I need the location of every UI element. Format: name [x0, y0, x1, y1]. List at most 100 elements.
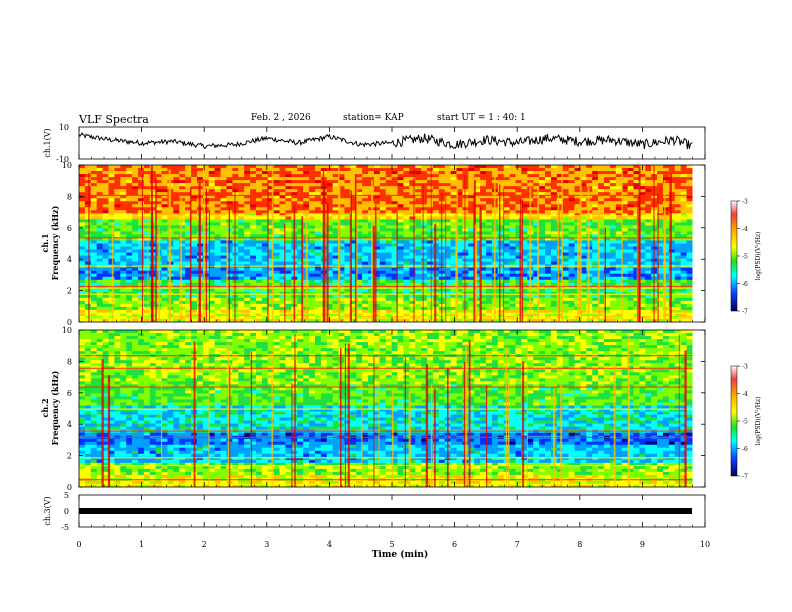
spectrogram-cell — [639, 219, 646, 223]
spectrogram-cell — [114, 246, 121, 250]
spectrogram-cell — [592, 291, 599, 296]
spectrogram-cell — [486, 192, 493, 196]
spectrogram-cell — [533, 180, 540, 184]
spectrogram-cell — [208, 294, 215, 299]
spectrogram-cell — [379, 207, 387, 211]
spectrogram-cell — [450, 309, 457, 314]
spectrogram-cell — [373, 252, 381, 256]
spectrogram-cell — [497, 249, 505, 253]
spectrogram-cell — [580, 291, 587, 296]
spectrogram-cell — [427, 309, 434, 314]
spectrogram-cell — [609, 195, 617, 199]
spectrogram-cell — [90, 228, 97, 232]
spectrogram-cell — [314, 285, 322, 290]
spectrogram-cell — [90, 183, 97, 187]
spectrogram-cell — [161, 231, 168, 235]
spectrogram-cell — [474, 180, 481, 184]
spectrogram-cell — [309, 195, 316, 199]
spectrogram-cell — [303, 204, 310, 208]
spectrogram-cell — [539, 300, 546, 305]
spectrogram-cell — [497, 285, 505, 290]
spectrogram-cell — [309, 186, 316, 190]
spectrogram-cell — [592, 204, 599, 208]
spectrogram-cell — [143, 195, 151, 199]
spectrogram-cell — [173, 177, 180, 181]
spectrogram-cell — [285, 201, 292, 205]
spectrogram-cell — [391, 255, 398, 259]
spectrogram-cell — [143, 243, 151, 247]
spectrogram-cell — [161, 291, 168, 296]
spectrogram-cell — [102, 174, 109, 178]
spectrogram-cell — [480, 255, 487, 259]
spectrogram-cell — [114, 231, 121, 235]
spectrogram-cell — [509, 210, 516, 214]
spectrogram-cell — [615, 177, 622, 181]
spectrogram-cell — [427, 318, 434, 323]
spectrogram-cell — [480, 192, 487, 196]
spectrogram-cell — [132, 222, 139, 226]
spectrogram-cell — [497, 174, 505, 178]
spectrogram-cell — [79, 246, 86, 250]
spectrogram-cell — [267, 249, 274, 253]
spectrogram-cell — [397, 207, 404, 211]
spectrogram-cell — [96, 222, 103, 226]
spectrogram-cell — [238, 306, 245, 311]
spectrogram-cell — [332, 279, 339, 284]
spectrogram-cell — [244, 216, 251, 220]
spectrogram-cell — [297, 312, 304, 317]
spectrogram-cell — [609, 192, 617, 196]
spectrogram-cell — [279, 267, 286, 271]
spectrogram-cell — [385, 228, 392, 232]
spectrogram-cell — [84, 312, 92, 317]
spectrogram-cell — [114, 165, 121, 169]
spectrogram-cell — [179, 213, 186, 217]
spectrogram-cell — [297, 261, 304, 265]
spectrogram-cell — [185, 210, 192, 214]
spectrogram-cell — [79, 180, 86, 184]
spectrogram-cell — [421, 267, 428, 271]
spectrogram-cell — [273, 261, 280, 265]
spectrogram-cell — [338, 249, 345, 253]
spectrogram-cell — [604, 174, 611, 178]
spectrogram-cell — [273, 231, 280, 235]
spectrogram-cell — [609, 306, 617, 311]
spectrogram-cell — [173, 294, 180, 299]
spectrogram-cell — [604, 198, 611, 202]
spectrogram-cell — [556, 222, 564, 226]
spectrogram-cell — [143, 222, 151, 226]
spectrogram-cell — [409, 195, 416, 199]
spectrogram-cell — [427, 240, 434, 244]
spectrogram-cell — [297, 309, 304, 314]
spectrogram-cell — [84, 195, 92, 199]
spectrogram-cell — [627, 282, 634, 287]
spectrogram-cell — [267, 297, 274, 302]
spectrogram-cell — [515, 249, 522, 253]
spectrogram-cell — [550, 192, 558, 196]
spectrogram-cell — [338, 261, 345, 265]
spectrogram-cell — [332, 300, 339, 305]
spectrogram-cell — [615, 309, 622, 314]
spectrogram-cell — [202, 180, 210, 184]
spectrogram-cell — [126, 174, 133, 178]
spectrogram-cell — [202, 168, 210, 172]
spectrogram-cell — [208, 240, 215, 244]
spectrogram-cell — [338, 213, 345, 217]
spectrogram-cell — [344, 204, 351, 208]
spectrogram-cell — [639, 267, 646, 271]
spectrogram-cell — [344, 210, 351, 214]
spectrogram-cell — [480, 177, 487, 181]
spectrogram-cell — [604, 252, 611, 256]
spectrogram-cell — [267, 201, 274, 205]
spectrogram-cell — [220, 195, 227, 199]
spectrogram-cell — [185, 261, 192, 265]
spectrogram-cell — [427, 306, 434, 311]
spectrogram-cell — [161, 168, 168, 172]
spectrogram-cell — [137, 180, 145, 184]
spectrogram-cell — [114, 276, 121, 281]
spectrogram-cell — [126, 258, 133, 262]
spectrogram-cell — [356, 306, 363, 311]
spectrogram-cell — [474, 318, 481, 323]
spectrogram-cell — [580, 189, 587, 193]
spectrogram-cell — [120, 234, 127, 238]
spectrogram-cell — [574, 201, 581, 205]
